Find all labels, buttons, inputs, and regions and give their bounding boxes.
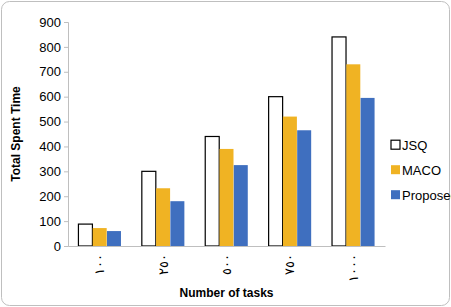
bar bbox=[170, 201, 184, 246]
y-tick-mark bbox=[64, 72, 68, 73]
y-tick: 500 bbox=[39, 114, 68, 129]
legend-swatch bbox=[391, 190, 400, 199]
x-axis: ١٠٠ ٢٥٠ ٥٠٠ ٧٥٠ ١٠٠٠ bbox=[69, 247, 386, 282]
y-tick-mark bbox=[64, 22, 68, 23]
y-tick-mark bbox=[64, 122, 68, 123]
bar bbox=[361, 98, 375, 246]
x-tick-label: ٧٥٠ bbox=[282, 254, 297, 275]
legend-label: Proposed bbox=[402, 188, 451, 203]
y-tick-mark bbox=[64, 246, 68, 247]
y-tick-label: 700 bbox=[39, 64, 61, 79]
y-tick: 800 bbox=[39, 40, 68, 55]
legend-label: JSQ bbox=[402, 138, 427, 153]
x-tick: ٧٥٠ bbox=[282, 254, 297, 275]
legend-swatch bbox=[391, 165, 400, 174]
x-tick: ٢٥٠ bbox=[156, 254, 171, 275]
legend-swatch bbox=[391, 140, 400, 149]
y-tick: 600 bbox=[39, 89, 68, 104]
legend-label: MACO bbox=[402, 163, 441, 178]
bar bbox=[142, 171, 156, 246]
plot: 0 100 200 300 400 500 600 700 800 900 ١٠٠ ٢٥٠ ٥٠٠ ٧٥٠… bbox=[39, 15, 385, 282]
y-tick-label: 800 bbox=[39, 40, 61, 55]
bar bbox=[156, 188, 170, 246]
bar bbox=[107, 231, 121, 246]
y-axis-line bbox=[64, 23, 69, 247]
x-axis-title: Number of tasks bbox=[179, 286, 273, 300]
y-tick-label: 500 bbox=[39, 114, 61, 129]
bar bbox=[205, 136, 219, 246]
bar bbox=[220, 149, 234, 246]
chart-frame bbox=[2, 2, 450, 306]
y-tick-label: 600 bbox=[39, 89, 61, 104]
x-tick: ٥٠٠ bbox=[219, 254, 234, 275]
series-bars bbox=[78, 37, 346, 246]
bar bbox=[332, 37, 346, 246]
y-tick: 400 bbox=[39, 139, 68, 154]
y-tick-label: 400 bbox=[39, 139, 61, 154]
y-tick-mark bbox=[64, 171, 68, 172]
y-tick-mark bbox=[64, 97, 68, 98]
y-tick: 300 bbox=[39, 164, 68, 179]
x-tick: ١٠٠٠ bbox=[346, 254, 361, 282]
y-tick: 900 bbox=[39, 15, 68, 30]
y-tick-mark bbox=[64, 47, 68, 48]
y-tick-label: 100 bbox=[39, 214, 61, 229]
legend: JSQ MACO Proposed bbox=[391, 138, 451, 203]
bar bbox=[297, 130, 311, 246]
bar bbox=[93, 228, 107, 246]
y-axis-title: Total Spent Time bbox=[9, 86, 23, 182]
y-tick: 700 bbox=[39, 64, 68, 79]
y-tick-mark bbox=[64, 196, 68, 197]
bar bbox=[346, 64, 360, 246]
y-tick: 100 bbox=[39, 214, 68, 229]
y-tick-mark bbox=[64, 221, 68, 222]
y-axis: 0 100 200 300 400 500 600 700 800 900 bbox=[39, 15, 68, 254]
y-tick-mark bbox=[64, 146, 68, 147]
y-tick: 200 bbox=[39, 189, 68, 204]
legend-item: Proposed bbox=[391, 188, 451, 203]
x-tick: ١٠٠ bbox=[92, 254, 107, 275]
legend-item: MACO bbox=[391, 163, 441, 178]
legend-item: JSQ bbox=[391, 138, 427, 153]
y-tick-label: 900 bbox=[39, 15, 61, 30]
series-bars bbox=[107, 98, 375, 246]
bar bbox=[234, 165, 248, 246]
x-tick-label: ٢٥٠ bbox=[156, 254, 171, 275]
series-bars bbox=[93, 64, 361, 246]
bar bbox=[283, 117, 297, 246]
bar bbox=[78, 224, 92, 246]
y-tick-label: 300 bbox=[39, 164, 61, 179]
y-tick-label: 200 bbox=[39, 189, 61, 204]
x-axis-line bbox=[69, 246, 386, 247]
chart: 0 100 200 300 400 500 600 700 800 900 ١٠٠ ٢٥٠ ٥٠٠ ٧٥٠… bbox=[0, 0, 451, 307]
bars bbox=[78, 37, 374, 246]
y-tick-label: 0 bbox=[54, 239, 61, 254]
x-tick-label: ٥٠٠ bbox=[219, 254, 234, 275]
bar bbox=[269, 97, 283, 246]
y-tick: 0 bbox=[54, 239, 68, 254]
x-tick-label: ١٠٠٠ bbox=[346, 254, 361, 282]
x-tick-label: ١٠٠ bbox=[92, 254, 107, 275]
